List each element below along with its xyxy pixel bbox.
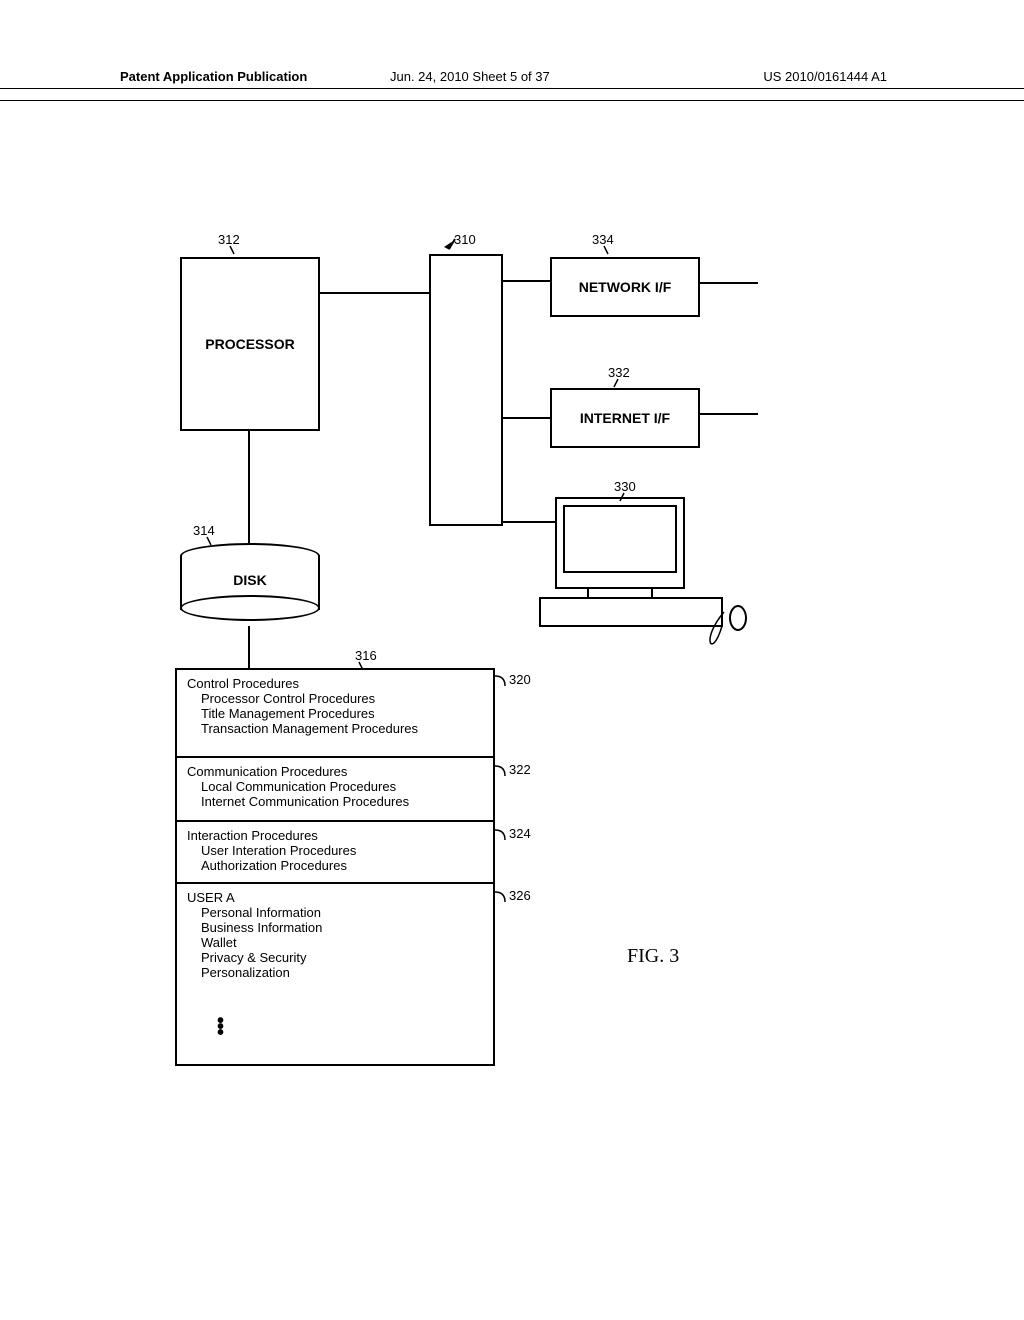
ref-processor: 312 [218,232,240,247]
ref-section-320: 320 [509,672,531,687]
proc-item: Transaction Management Procedures [187,721,483,736]
ref-section-324: 324 [509,826,531,841]
ref-bus: 310 [454,232,476,247]
ref-disk: 314 [193,523,215,538]
proc-item: Local Communication Procedures [187,779,483,794]
ref-procedures: 316 [355,648,377,663]
ref-inetif: 332 [608,365,630,380]
proc-item: Business Information [187,920,483,935]
disk-bottom [180,595,320,621]
ref-section-326: 326 [509,888,531,903]
figure-caption: FIG. 3 [627,945,679,968]
proc-section-324: Interaction ProceduresUser Interation Pr… [175,822,495,884]
disk-label: DISK [180,572,320,588]
proc-item: Personalization [187,965,483,980]
block-netif: NETWORK I/F [550,257,700,317]
ref-section-322: 322 [509,762,531,777]
diagram-svg [0,0,1024,1320]
proc-title: Communication Procedures [187,764,483,779]
proc-item: Privacy & Security [187,950,483,965]
continuation-dots: ••• [217,1018,224,1036]
proc-title: Control Procedures [187,676,483,691]
proc-section-320: Control ProceduresProcessor Control Proc… [175,668,495,758]
ref-monitor: 330 [614,479,636,494]
proc-item: Processor Control Procedures [187,691,483,706]
page: Patent Application Publication Jun. 24, … [0,0,1024,1320]
proc-item: Authorization Procedures [187,858,483,873]
proc-section-322: Communication ProceduresLocal Communicat… [175,758,495,822]
proc-item: Personal Information [187,905,483,920]
proc-title: Interaction Procedures [187,828,483,843]
block-inetif: INTERNET I/F [550,388,700,448]
proc-item: User Interation Procedures [187,843,483,858]
block-processor: PROCESSOR [180,257,320,431]
ref-netif: 334 [592,232,614,247]
proc-item: Title Management Procedures [187,706,483,721]
proc-title: USER A [187,890,483,905]
proc-item: Internet Communication Procedures [187,794,483,809]
proc-item: Wallet [187,935,483,950]
